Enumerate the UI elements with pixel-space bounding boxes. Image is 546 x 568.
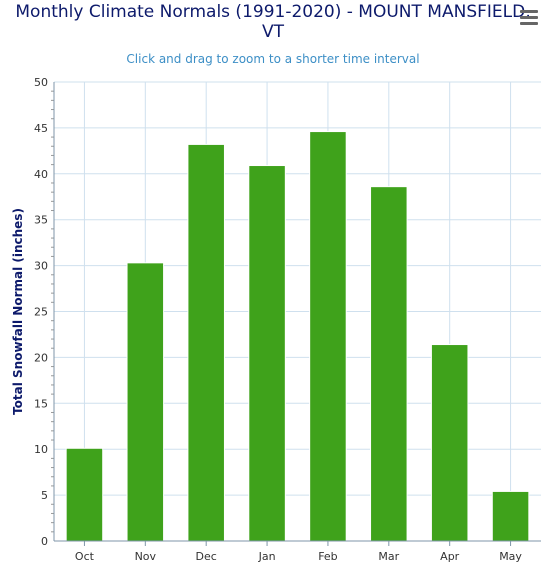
bar-apr	[430, 344, 469, 542]
y-tick-label: 0	[41, 535, 48, 548]
y-tick-label: 20	[34, 351, 48, 364]
hamburger-menu-icon[interactable]	[520, 10, 538, 26]
bar-dec	[187, 143, 225, 542]
bar-mar	[370, 186, 408, 542]
y-tick-label: 30	[34, 260, 48, 273]
x-tick-label: Feb	[318, 550, 337, 563]
chart-title-line-2: VT	[261, 22, 284, 42]
chart-subtitle: Click and drag to zoom to a shorter time…	[126, 52, 420, 66]
bar-nov	[126, 262, 165, 542]
bar-jan	[248, 165, 286, 542]
bar-may	[491, 490, 530, 542]
x-tick-label: May	[499, 550, 522, 563]
y-tick-label: 50	[34, 76, 48, 89]
y-tick-label: 25	[34, 306, 48, 319]
x-tick-label: Dec	[196, 550, 217, 563]
chart-title: Monthly Climate Normals (1991-2020) - MO…	[0, 2, 546, 42]
y-tick-label: 5	[41, 489, 48, 502]
x-tick-label: Oct	[75, 550, 95, 563]
y-tick-label: 45	[34, 122, 48, 135]
y-tick-label: 15	[34, 397, 48, 410]
y-tick-label: 40	[34, 168, 48, 181]
bar-oct	[65, 447, 104, 542]
y-tick-label: 35	[34, 214, 48, 227]
x-tick-label: Nov	[135, 550, 157, 563]
y-axis-label: Total Snowfall Normal (inches)	[11, 208, 25, 415]
y-tick-label: 10	[34, 443, 48, 456]
bar-series	[65, 131, 530, 542]
x-tick-label: Jan	[258, 550, 276, 563]
chart-title-line-1: Monthly Climate Normals (1991-2020) - MO…	[15, 2, 531, 22]
axes: 0 5 10 15 20 25 30 35 40 45 50 Oct Nov Dec Jan Feb Mar Ap…	[34, 76, 541, 563]
bar-feb	[309, 131, 347, 542]
x-tick-label: Apr	[440, 550, 460, 563]
x-tick-label: Mar	[378, 550, 399, 563]
